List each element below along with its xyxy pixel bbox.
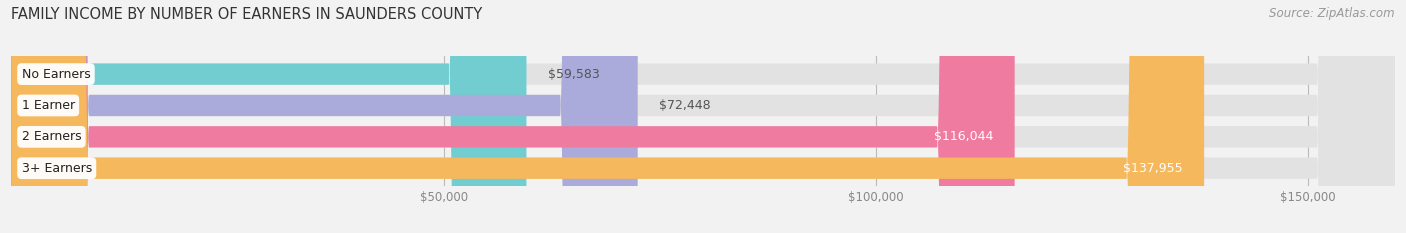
Text: $59,583: $59,583 bbox=[548, 68, 600, 81]
FancyBboxPatch shape bbox=[11, 0, 1395, 233]
Text: $137,955: $137,955 bbox=[1123, 162, 1182, 175]
Text: 2 Earners: 2 Earners bbox=[21, 130, 82, 143]
Text: 1 Earner: 1 Earner bbox=[21, 99, 75, 112]
Text: FAMILY INCOME BY NUMBER OF EARNERS IN SAUNDERS COUNTY: FAMILY INCOME BY NUMBER OF EARNERS IN SA… bbox=[11, 7, 482, 22]
FancyBboxPatch shape bbox=[11, 0, 1395, 233]
Text: $72,448: $72,448 bbox=[659, 99, 711, 112]
FancyBboxPatch shape bbox=[11, 0, 1015, 233]
FancyBboxPatch shape bbox=[11, 0, 1395, 233]
Text: Source: ZipAtlas.com: Source: ZipAtlas.com bbox=[1270, 7, 1395, 20]
FancyBboxPatch shape bbox=[11, 0, 638, 233]
Text: No Earners: No Earners bbox=[21, 68, 90, 81]
Text: $116,044: $116,044 bbox=[934, 130, 993, 143]
FancyBboxPatch shape bbox=[11, 0, 1395, 233]
Text: 3+ Earners: 3+ Earners bbox=[21, 162, 91, 175]
FancyBboxPatch shape bbox=[11, 0, 1204, 233]
FancyBboxPatch shape bbox=[11, 0, 526, 233]
